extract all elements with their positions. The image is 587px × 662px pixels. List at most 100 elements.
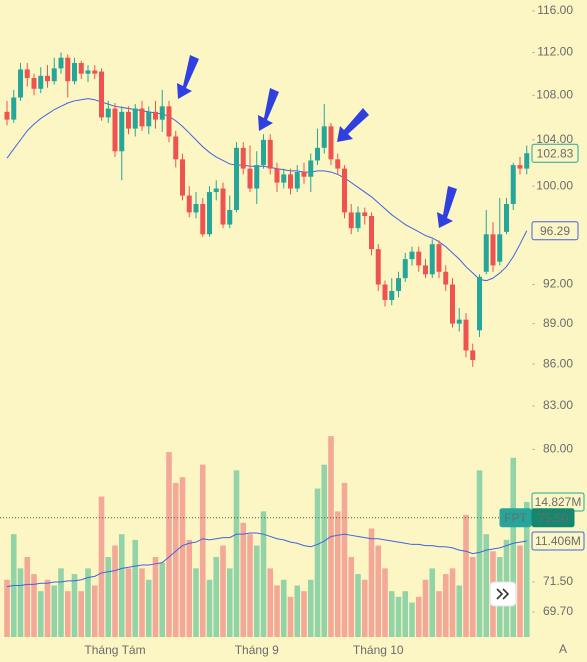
volume-bar: [382, 568, 388, 637]
candle-body: [517, 165, 523, 169]
candle-body: [51, 68, 57, 82]
candle-body: [112, 108, 118, 152]
volume-bar: [483, 534, 490, 637]
volume-bar: [4, 579, 10, 637]
volume-bar: [523, 501, 530, 637]
volume-bar: [166, 452, 172, 637]
candle-body: [200, 203, 206, 235]
volume-ma-label: 11.406M: [535, 534, 581, 548]
candle-body: [335, 159, 341, 169]
volume-ma-label-box: [531, 531, 585, 551]
candle-body: [416, 251, 422, 266]
crosshair-symbol: FPT: [504, 511, 527, 525]
ma-line: [6, 98, 528, 282]
candle-body: [281, 174, 287, 183]
axis-layer: 116.00 112.00 108.00 104.00 100.00 92.00 89.00…: [0, 3, 585, 657]
candle-body: [382, 284, 388, 301]
candle-body: [483, 234, 489, 272]
ma-value-label-box: [531, 221, 579, 241]
volume-bar: [186, 539, 193, 637]
volume-bar: [422, 579, 429, 637]
price-layer: [4, 52, 530, 367]
volume-bar: [429, 568, 436, 637]
volume-bar: [517, 545, 523, 637]
candle-body: [315, 147, 320, 161]
volume-bar: [179, 477, 186, 637]
candle-body: [409, 251, 415, 260]
candle-body: [193, 203, 199, 213]
volume-bar: [118, 534, 125, 637]
volume-bar: [233, 470, 240, 637]
y-tick-label: 112.00: [537, 45, 573, 59]
volume-bar: [193, 568, 199, 637]
ma-value-label: 96.29: [540, 224, 570, 238]
volume-bar: [510, 457, 517, 637]
candle-body: [58, 57, 64, 69]
volume-bar: [213, 556, 220, 637]
volume-bar: [152, 556, 159, 637]
volume-bar: [199, 464, 206, 637]
volume-bar: [240, 522, 247, 637]
button-icon[interactable]: [496, 588, 510, 600]
candle-body: [85, 70, 91, 74]
candle-body: [78, 63, 84, 74]
candle-body: [11, 97, 17, 120]
scroll-button[interactable]: [489, 581, 517, 607]
volume-bar: [436, 591, 442, 637]
candle-body: [153, 111, 158, 120]
candle-body: [261, 139, 266, 166]
y-tick-label: 89.00: [543, 316, 573, 330]
volume-bar: [409, 602, 415, 637]
candle-body: [294, 172, 300, 189]
volume-bar: [105, 556, 112, 637]
candle-body: [429, 244, 435, 275]
candle-body: [38, 75, 44, 89]
candle-body: [24, 69, 30, 78]
candle-body: [321, 126, 327, 148]
volume-bar: [415, 596, 422, 637]
candle-body: [220, 188, 226, 225]
volume-bar: [287, 596, 294, 637]
crosshair-symbol-box: [499, 508, 532, 528]
volume-bar: [31, 574, 37, 637]
volume-bar: [355, 574, 361, 637]
volume-bar: [395, 596, 402, 637]
y-tick-label: 108.00: [536, 88, 573, 102]
volume-bar: [348, 556, 355, 637]
scale-mode-button[interactable]: A: [559, 642, 567, 656]
candle-body: [240, 147, 246, 169]
volume-bar: [334, 511, 341, 637]
volume-bar: [71, 574, 78, 637]
candle-body: [227, 209, 233, 225]
volume-bar: [91, 585, 98, 637]
candle-body: [159, 106, 165, 120]
volume-bar: [132, 539, 139, 637]
candle-body: [443, 271, 449, 285]
volume-bar: [145, 579, 152, 637]
candle-body: [369, 216, 374, 250]
volume-bar: [220, 545, 226, 637]
volume-bar: [24, 556, 31, 637]
volume-bar: [341, 482, 348, 637]
volume-bar: [125, 568, 132, 637]
candle-body: [355, 212, 361, 229]
candle-body: [207, 192, 212, 235]
volume-bar: [58, 568, 64, 637]
candle-body: [389, 290, 395, 301]
candle-body: [436, 244, 442, 272]
x-tick-label: Tháng Tám: [84, 643, 145, 657]
volume-bar: [159, 562, 166, 637]
candle-body: [65, 57, 71, 82]
arrow: [437, 186, 457, 228]
volume-bar: [321, 464, 328, 637]
candle-body: [348, 212, 354, 229]
candle-body: [173, 136, 179, 160]
candle-body: [99, 71, 104, 118]
crosshair-price-box: [531, 508, 575, 528]
y-tick-label: 86.00: [543, 356, 573, 370]
candle-body: [267, 139, 273, 169]
candle-body: [470, 350, 476, 360]
volume-bar: [301, 591, 307, 637]
